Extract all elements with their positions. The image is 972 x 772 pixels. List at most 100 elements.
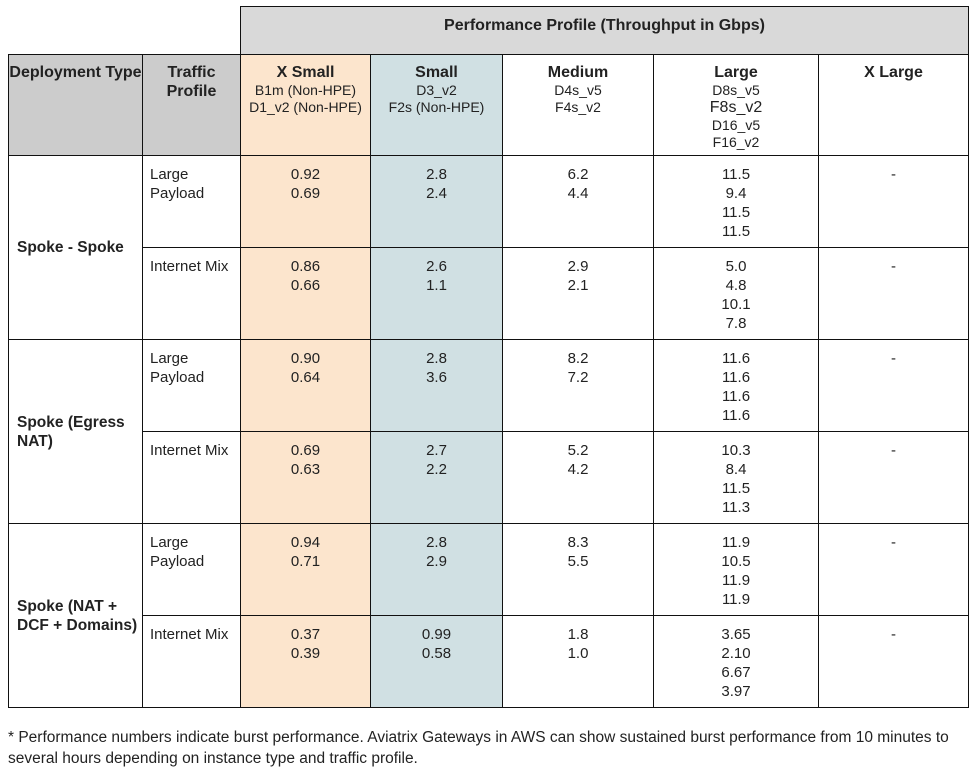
throughput-value: 11.3 (721, 499, 751, 516)
table-row: Spoke (NAT + DCF + Domains) Large Payload… (8, 523, 969, 708)
throughput-value: 2.8 (426, 534, 447, 551)
value-cell: 0.90 0.64 (240, 339, 371, 432)
throughput-value: - (891, 258, 896, 275)
instance-type: D1_v2 (Non-HPE) (249, 99, 362, 115)
throughput-value: 11.9 (721, 572, 751, 589)
instance-type: F4s_v2 (555, 99, 601, 115)
footnote: * Performance numbers indicate burst per… (8, 729, 949, 767)
value-cell: 8.3 5.5 (502, 523, 654, 616)
value-cell: 0.37 0.39 (240, 615, 371, 708)
table-row: Internet Mix 0.86 0.66 2.6 1.1 2.9 2.1 5.0 4.8 10… (9, 247, 969, 340)
throughput-value: 0.86 (290, 258, 321, 275)
traffic-profile-cell: Internet Mix (142, 615, 241, 708)
throughput-value: 11.6 (721, 388, 751, 405)
throughput-value: 11.5 (721, 204, 751, 221)
throughput-value: 0.99 (421, 626, 452, 643)
throughput-value: 0.69 (290, 442, 321, 459)
table-row: Internet Mix 0.69 0.63 2.7 2.2 5.2 4.2 10.3 8.4 1… (9, 431, 969, 524)
value-cell: 0.86 0.66 (240, 247, 371, 340)
traffic-profile-cell: Large Payload (142, 523, 241, 616)
throughput-value: 3.6 (426, 369, 447, 386)
throughput-value: 6.2 (567, 166, 589, 183)
size-name: Medium (547, 64, 609, 81)
blank-corner (8, 6, 241, 55)
throughput-value: 7.8 (725, 315, 747, 332)
throughput-value: 0.92 (290, 166, 321, 183)
throughput-value: 2.6 (426, 258, 447, 275)
throughput-value: 8.3 (567, 534, 589, 551)
value-cell: 2.9 2.1 (502, 247, 654, 340)
throughput-value: 0.64 (290, 369, 321, 386)
throughput-value: 10.3 (721, 442, 751, 459)
value-cell: - (818, 339, 969, 432)
throughput-value: 0.90 (290, 350, 321, 367)
header-size-x-large: X Large (818, 54, 969, 156)
value-cell: - (818, 247, 969, 340)
throughput-value: 0.66 (290, 277, 321, 294)
throughput-value: 1.0 (567, 645, 589, 662)
throughput-value: - (891, 442, 896, 459)
value-cell: 6.2 4.4 (502, 155, 654, 248)
throughput-value: 3.65 (721, 626, 751, 643)
instance-type: B1m (Non-HPE) (254, 82, 357, 98)
throughput-value: 2.9 (567, 258, 589, 275)
size-name: X Large (864, 64, 923, 81)
value-cell: 11.9 10.5 11.9 11.9 (653, 523, 819, 616)
throughput-value: 2.9 (426, 553, 447, 570)
value-cell: 10.3 8.4 11.5 11.3 (653, 431, 819, 524)
throughput-value: 11.5 (721, 480, 751, 497)
throughput-value: 10.1 (721, 296, 751, 313)
value-cell: 1.8 1.0 (502, 615, 654, 708)
value-cell: - (818, 431, 969, 524)
throughput-value: 11.6 (721, 407, 751, 424)
value-cell: - (818, 615, 969, 708)
throughput-value: 2.10 (721, 645, 751, 662)
size-name: Small (415, 64, 458, 81)
value-cell: 2.8 2.9 (370, 523, 503, 616)
value-cell: - (818, 523, 969, 616)
throughput-value: 4.8 (725, 277, 747, 294)
throughput-value: - (891, 534, 896, 551)
value-cell: 0.92 0.69 (240, 155, 371, 248)
throughput-value: 2.4 (426, 185, 447, 202)
instance-type: D4s_v5 (554, 82, 602, 98)
throughput-value: 0.94 (290, 534, 321, 551)
performance-table: Performance Profile (Throughput in Gbps)… (8, 6, 969, 708)
throughput-value: 11.6 (721, 369, 751, 386)
throughput-value: 9.4 (725, 185, 747, 202)
value-cell: 0.69 0.63 (240, 431, 371, 524)
throughput-value: 5.0 (725, 258, 747, 275)
throughput-value: 4.4 (567, 185, 589, 202)
instance-type: D8s_v5 (712, 82, 760, 98)
throughput-value: 0.58 (421, 645, 452, 662)
throughput-value: 0.39 (290, 645, 321, 662)
value-cell: 3.65 2.10 6.67 3.97 (653, 615, 819, 708)
value-cell: 0.94 0.71 (240, 523, 371, 616)
header-size-x-small: X Small B1m (Non-HPE) D1_v2 (Non-HPE) (240, 54, 371, 156)
throughput-value: - (891, 350, 896, 367)
super-header: Performance Profile (Throughput in Gbps) (240, 6, 969, 55)
deployment-type-cell: Spoke (NAT + DCF + Domains) (8, 523, 143, 708)
value-cell: 11.5 9.4 11.5 11.5 (653, 155, 819, 248)
throughput-value: - (891, 626, 896, 643)
size-name: X Small (276, 64, 335, 81)
value-cell: 2.8 2.4 (370, 155, 503, 248)
throughput-value: 3.97 (721, 683, 751, 700)
throughput-value: 2.8 (426, 166, 447, 183)
instance-type: D16_v5 (711, 117, 761, 133)
table-row: Spoke (Egress NAT) Large Payload 0.90 0.64 2… (8, 339, 969, 524)
throughput-value: 11.9 (721, 591, 751, 608)
throughput-value: 1.1 (426, 277, 447, 294)
header-traffic-profile: Traffic Profile (142, 54, 241, 156)
traffic-profile-cell: Internet Mix (142, 247, 241, 340)
throughput-value: 11.6 (721, 350, 751, 367)
traffic-profile-cell: Large Payload (142, 339, 241, 432)
instance-type: F2s (Non-HPE) (388, 99, 485, 115)
size-name: Large (714, 64, 758, 81)
value-cell: - (818, 155, 969, 248)
throughput-value: 2.7 (426, 442, 447, 459)
header-size-small: Small D3_v2 F2s (Non-HPE) (370, 54, 503, 156)
value-cell: 5.0 4.8 10.1 7.8 (653, 247, 819, 340)
instance-type: F16_v2 (712, 134, 760, 150)
traffic-profile-cell: Large Payload (142, 155, 241, 248)
